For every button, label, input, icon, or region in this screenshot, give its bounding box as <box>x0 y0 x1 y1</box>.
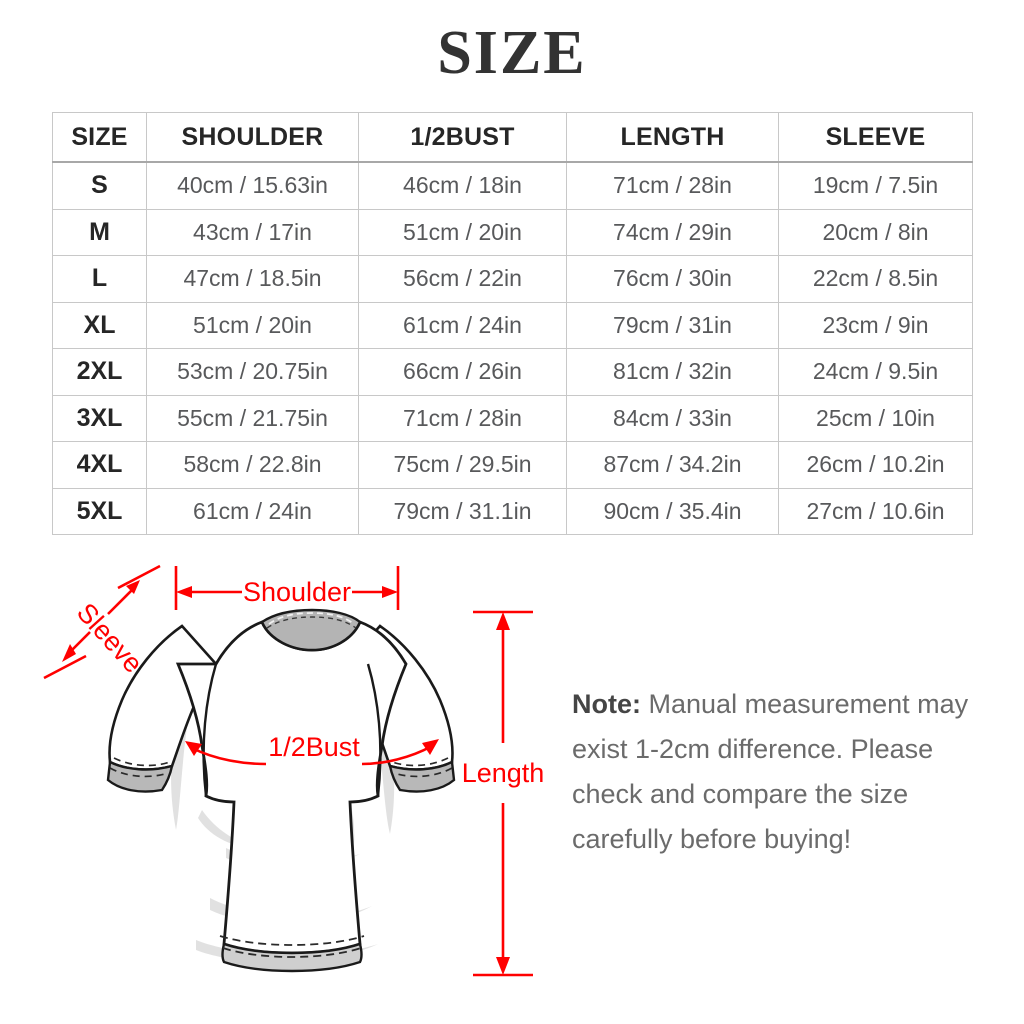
cell-shoulder: 47cm / 18.5in <box>146 255 359 303</box>
cell-length: 90cm / 35.4in <box>566 487 779 535</box>
bust-arrowhead-left <box>185 741 202 756</box>
cell-shoulder: 51cm / 20in <box>146 301 359 349</box>
hem-stitch-lower <box>222 947 362 958</box>
measurement-diagram: Shoulder Sleeve 1/2Bust Length <box>0 548 1024 1024</box>
cell-sleeve: 27cm / 10.6in <box>778 487 973 535</box>
cell-size: L <box>52 255 147 303</box>
cell-bust: 46cm / 18in <box>358 161 567 210</box>
cell-sleeve: 26cm / 10.2in <box>778 441 973 489</box>
note-block: Note: Manual measurement may exist 1-2cm… <box>572 682 984 862</box>
cell-shoulder: 40cm / 15.63in <box>146 161 359 210</box>
cell-size: XL <box>52 301 147 349</box>
cell-bust: 61cm / 24in <box>358 301 567 349</box>
label-bust: 1/2Bust <box>268 732 360 762</box>
cell-length: 84cm / 33in <box>566 394 779 442</box>
column-header-length: LENGTH <box>566 112 779 163</box>
cell-bust: 75cm / 29.5in <box>358 441 567 489</box>
label-shoulder: Shoulder <box>243 577 351 607</box>
sleeve-arrow-upper-shaft <box>107 587 135 615</box>
cell-shoulder: 58cm / 22.8in <box>146 441 359 489</box>
right-cuff-stitch-inner <box>393 767 453 778</box>
cell-size: M <box>52 208 147 256</box>
sleeve-tick-upper <box>117 564 161 590</box>
length-arrowhead-top <box>496 612 510 630</box>
tshirt-graphic <box>106 608 456 973</box>
cell-shoulder: 61cm / 24in <box>146 487 359 535</box>
cell-shoulder: 53cm / 20.75in <box>146 348 359 396</box>
left-armhole-seam <box>202 663 218 797</box>
right-cuff <box>388 760 456 793</box>
table-row: M 43cm / 17in 51cm / 20in 74cm / 29in 20… <box>52 208 973 256</box>
cell-bust: 66cm / 26in <box>358 348 567 396</box>
column-header-size: SIZE <box>52 112 147 163</box>
cell-bust: 71cm / 28in <box>358 394 567 442</box>
sleeve-tick-lower <box>43 654 87 680</box>
length-arrowhead-bottom <box>496 957 510 975</box>
tshirt-illustration: Shoulder Sleeve 1/2Bust Length <box>43 564 545 977</box>
column-header-bust: 1/2BUST <box>358 112 567 163</box>
table-row: 2XL 53cm / 20.75in 66cm / 26in 81cm / 32… <box>52 348 973 396</box>
cell-length: 76cm / 30in <box>566 255 779 303</box>
left-cuff <box>106 760 174 793</box>
cell-length: 81cm / 32in <box>566 348 779 396</box>
cell-shoulder: 43cm / 17in <box>146 208 359 256</box>
sleeve-arrowhead-lower <box>62 644 76 662</box>
note-label: Note: <box>572 689 641 719</box>
measurement-annotations <box>43 564 533 977</box>
table-row: 3XL 55cm / 21.75in 71cm / 28in 84cm / 33… <box>52 394 973 442</box>
cell-size: 5XL <box>52 487 147 535</box>
cell-size: S <box>52 161 147 210</box>
cell-bust: 56cm / 22in <box>358 255 567 303</box>
size-table: SIZE SHOULDER 1/2BUST LENGTH SLEEVE S 40… <box>52 112 973 535</box>
left-cuff-stitch-inner <box>109 767 169 778</box>
cell-length: 87cm / 34.2in <box>566 441 779 489</box>
right-armhole-seam <box>366 663 382 797</box>
column-header-sleeve: SLEEVE <box>778 112 973 163</box>
table-header-row: SIZE SHOULDER 1/2BUST LENGTH SLEEVE <box>52 112 973 163</box>
cell-sleeve: 23cm / 9in <box>778 301 973 349</box>
note-text: Manual measurement may exist 1-2cm diffe… <box>572 689 969 854</box>
cell-size: 2XL <box>52 348 147 396</box>
cell-sleeve: 25cm / 10in <box>778 394 973 442</box>
cell-shoulder: 55cm / 21.75in <box>146 394 359 442</box>
collar-stitch <box>268 612 355 625</box>
shoulder-arrowhead-right <box>382 586 398 598</box>
size-table-container: SIZE SHOULDER 1/2BUST LENGTH SLEEVE S 40… <box>52 112 973 535</box>
bust-arrow-right-shaft <box>361 744 433 766</box>
table-row: 4XL 58cm / 22.8in 75cm / 29.5in 87cm / 3… <box>52 441 973 489</box>
cell-length: 79cm / 31in <box>566 301 779 349</box>
cell-size: 3XL <box>52 394 147 442</box>
table-row: XL 51cm / 20in 61cm / 24in 79cm / 31in 2… <box>52 301 973 349</box>
hem-stitch-upper <box>219 935 365 946</box>
table-row: S 40cm / 15.63in 46cm / 18in 71cm / 28in… <box>52 161 973 210</box>
cell-length: 71cm / 28in <box>566 161 779 210</box>
table-row: L 47cm / 18.5in 56cm / 22in 76cm / 30in … <box>52 255 973 303</box>
left-cuff-stitch-outer <box>113 757 171 767</box>
table-row: 5XL 61cm / 24in 79cm / 31.1in 90cm / 35.… <box>52 487 973 535</box>
sleeve-arrowhead-upper <box>126 580 140 594</box>
cell-length: 74cm / 29in <box>566 208 779 256</box>
collar-stitch-dark <box>266 616 357 629</box>
cell-sleeve: 20cm / 8in <box>778 208 973 256</box>
page-title: SIZE <box>437 19 587 87</box>
label-length: Length <box>462 758 545 788</box>
cell-sleeve: 22cm / 8.5in <box>778 255 973 303</box>
cell-bust: 79cm / 31.1in <box>358 487 567 535</box>
cell-bust: 51cm / 20in <box>358 208 567 256</box>
cell-size: 4XL <box>52 441 147 489</box>
cell-sleeve: 19cm / 7.5in <box>778 161 973 210</box>
bust-arrowhead-right <box>422 739 439 755</box>
sleeve-arrow-lower-shaft <box>69 631 91 653</box>
shoulder-arrowhead-left <box>176 586 192 598</box>
right-cuff-stitch-outer <box>391 757 449 767</box>
column-header-shoulder: SHOULDER <box>146 112 359 163</box>
bust-arrow-left-shaft <box>191 746 267 766</box>
cell-sleeve: 24cm / 9.5in <box>778 348 973 396</box>
